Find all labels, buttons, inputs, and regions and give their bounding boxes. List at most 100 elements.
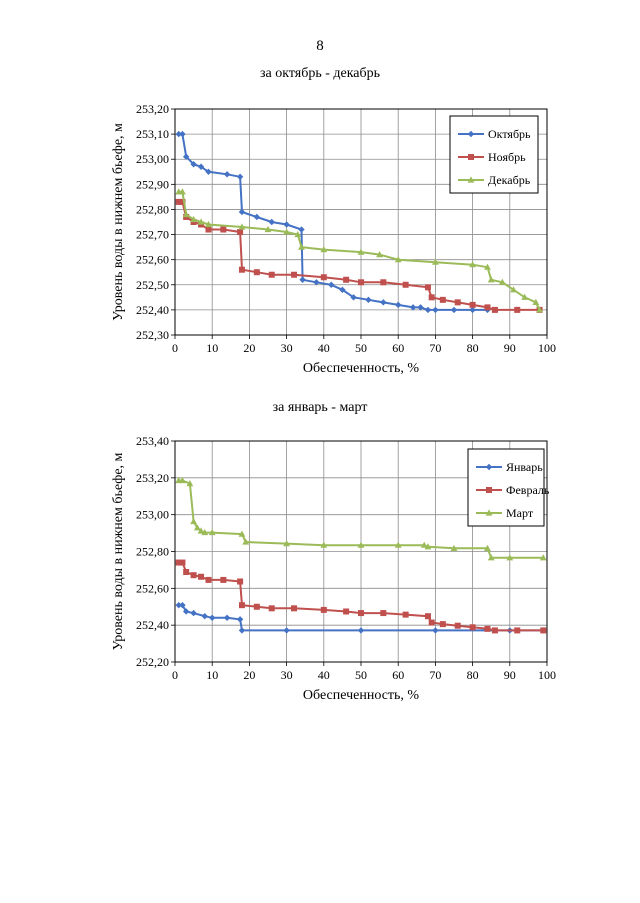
chart-1-series-0-point [365, 296, 372, 304]
chart-1-legend: Октябрь Ноябрь Декабрь [449, 115, 539, 194]
chart-2-y-tick-label: 252,80 [136, 545, 169, 559]
chart-1-series-0-point [350, 294, 357, 301]
chart-2-y-tick-label: 253,40 [136, 434, 169, 448]
chart-2-series-1-point [320, 606, 327, 613]
chart-2-series-1 [175, 559, 547, 634]
chart-1-series-1-point [428, 294, 435, 301]
chart-1-y-tick-label: 252,80 [136, 202, 169, 216]
chart-1-legend-label: Октябрь [488, 127, 531, 141]
chart-2-series-1-point [183, 569, 190, 576]
chart-2-y-tick-label: 253,20 [136, 471, 169, 485]
chart-2-series-2-point [320, 541, 328, 548]
chart-1-y-tick-label: 252,60 [136, 253, 169, 267]
chart-2-plot-border [174, 440, 548, 663]
chart-1-legend-label: Ноябрь [488, 150, 526, 164]
chart-1-legend-label: Декабрь [488, 173, 531, 187]
chart-1-series-2-point [264, 225, 272, 233]
chart-1-series-0-point [175, 130, 182, 138]
chart-1-x-tick-label: 30 [281, 341, 293, 355]
chart-2-legend: Январь Февраль Март [467, 448, 550, 527]
chart-2-series-1-point [424, 613, 431, 620]
chart-1-series-0-line [178, 133, 488, 311]
chart-2-series-1-point [469, 624, 476, 631]
chart-2-series-2-point [450, 544, 458, 551]
chart-1-x-tick-label: 60 [392, 341, 404, 355]
chart-1-series-0-point [238, 208, 246, 216]
chart-1-x-tick-label: 80 [467, 341, 479, 355]
chart-1-series-1-point [175, 198, 182, 205]
chart-1-series-2-point [432, 258, 439, 265]
chart-1: 0 10 20 30 40 50 60 70 80 90 100 252,30 252,40 252,50… [111, 102, 556, 376]
chart-1-x-tick-label: 40 [318, 341, 330, 355]
chart-2-series-0-point [182, 608, 190, 615]
chart-1-title: за октябрь - декабрь [259, 66, 381, 81]
chart-1-y-tick-label: 252,90 [136, 177, 169, 191]
chart-2-series-2-point [357, 541, 365, 548]
chart-2-series-1-point [198, 573, 205, 580]
chart-1-series-1-point [439, 296, 446, 303]
chart-1-series-0-point [328, 281, 335, 288]
chart-2-series-1-point [175, 559, 182, 566]
chart-1-series-0-point [223, 171, 231, 178]
chart-2-series-2-point [283, 540, 290, 547]
chart-2-series-1-point [205, 576, 212, 583]
chart-2-series-1-point [343, 608, 350, 615]
chart-2-x-tick-label: 90 [504, 668, 516, 682]
chart-2-series-2-point [197, 527, 205, 534]
chart-2-series-1-point [484, 625, 491, 632]
chart-1-series-1-point [484, 304, 491, 311]
chart-2-x-tick-label: 100 [538, 668, 556, 682]
chart-2-x-tick-label: 20 [243, 668, 255, 682]
chart-2-series-2-point [186, 480, 194, 487]
chart-1-legend-swatch-marker [467, 176, 475, 183]
chart-2-series-0-point [201, 613, 208, 620]
chart-1-series-1-point [205, 226, 212, 233]
chart-2-series-1-point [428, 619, 435, 626]
chart-2-title: за январь - март [272, 400, 368, 415]
chart-1-series-1-point [514, 306, 521, 313]
chart-1-y-axis-title: Уровень воды в нижнем бьефе, м [111, 123, 126, 321]
chart-2-series-2-point [242, 538, 250, 545]
chart-1-series-1-point [343, 276, 350, 283]
chart-1-series-2 [175, 188, 543, 313]
chart-2-y-tick-label: 252,60 [136, 581, 169, 595]
chart-2-y-axis-title: Уровень воды в нижнем бьефе, м [111, 452, 126, 650]
chart-2-x-tick-label: 40 [318, 668, 330, 682]
chart-1-series-2-point [238, 223, 246, 230]
chart-2-legend-swatch-marker [485, 463, 493, 471]
chart-2-series-2 [175, 476, 547, 561]
chart-2-series-1-point [291, 605, 298, 612]
chart-1-plot-border [174, 108, 548, 336]
chart-2-series-2-point [487, 554, 495, 561]
chart-1-x-tick-label: 10 [206, 341, 218, 355]
chart-2-x-tick-label: 30 [281, 668, 293, 682]
chart-2-legend-label: Январь [506, 460, 543, 474]
chart-2-x-tick-label: 60 [392, 668, 404, 682]
chart-2-series-2-point [539, 554, 547, 561]
chart-1-series-2-point [487, 276, 495, 283]
chart-2-legend-label: Февраль [506, 483, 550, 497]
chart-2-series-0-point [357, 627, 365, 634]
chart-2-series-1-point [540, 627, 547, 634]
chart-2-legend-swatch-marker [485, 509, 493, 516]
chart-1-series-2-point [394, 256, 402, 263]
chart-2-series-1-point [439, 621, 446, 628]
chart-2-series-1-point [514, 627, 521, 634]
chart-2-series-2-point [201, 528, 209, 536]
chart-2-x-tick-label: 80 [467, 668, 479, 682]
chart-2-series-1-point [179, 559, 186, 566]
chart-2-legend-swatch-marker [486, 487, 492, 493]
chart-2-series-1-point [454, 622, 461, 629]
chart-1-series-1-point [491, 306, 498, 313]
chart-1-y-tick-label: 252,50 [136, 278, 169, 292]
chart-2-series-2-point [193, 524, 201, 531]
chart-1-series-2-point [510, 286, 517, 293]
chart-1-series-2-point [357, 248, 365, 255]
chart-2-series-1-point [220, 576, 227, 583]
chart-1-series-1-point [238, 266, 245, 273]
chart-2-series-1-point [238, 602, 245, 609]
chart-2-series-1-point [268, 605, 275, 612]
chart-1-series-0-point [197, 163, 205, 170]
chart-1-series-0-point [253, 213, 261, 221]
chart-1-legend-swatch-marker [468, 154, 474, 160]
